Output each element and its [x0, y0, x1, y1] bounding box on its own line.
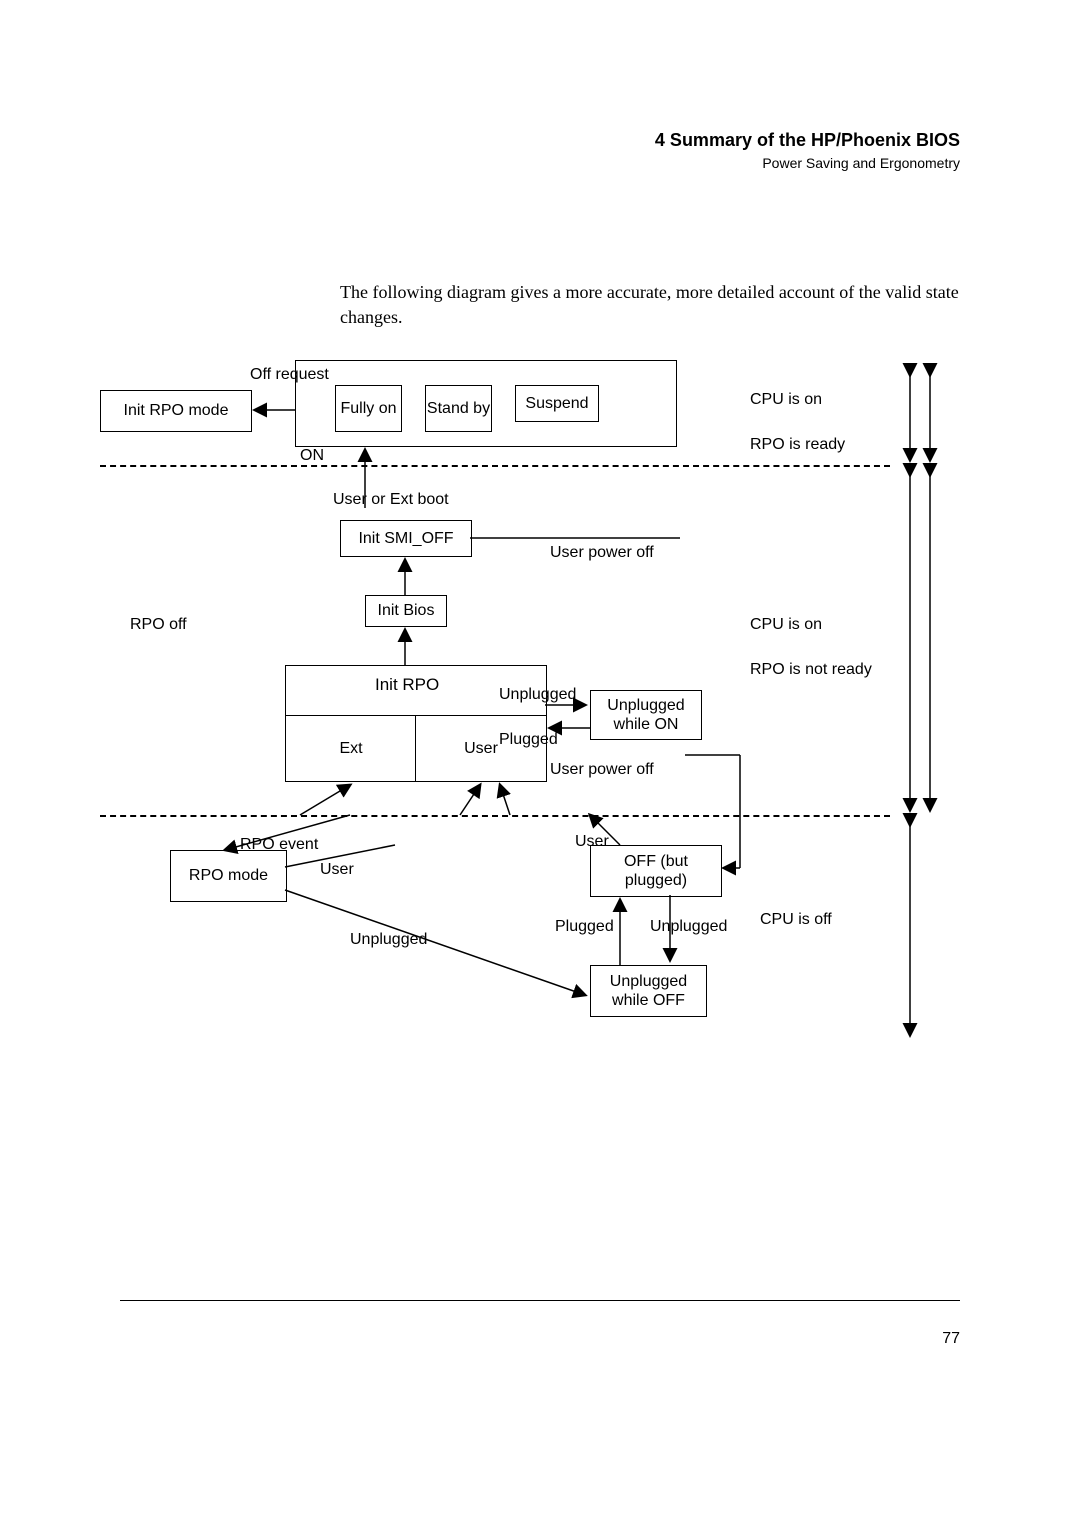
- chapter-subtitle: Power Saving and Ergonometry: [655, 155, 960, 171]
- cpu-on-label-1: CPU is on: [750, 390, 822, 409]
- dashed-divider-2: [100, 815, 890, 817]
- rpo-off-label: RPO off: [130, 615, 187, 634]
- on-label: ON: [300, 446, 324, 465]
- user-power-off-1-label: User power off: [550, 543, 654, 562]
- rpo-mode-box: RPO mode: [170, 850, 287, 902]
- plugged-label-2: Plugged: [555, 917, 614, 936]
- init-smi-off-box: Init SMI_OFF: [340, 520, 472, 557]
- rpo-ready-label: RPO is ready: [750, 435, 845, 454]
- state-diagram: Init RPO mode Fully on Stand by Suspend …: [100, 360, 970, 1160]
- ext-box: Ext: [285, 715, 417, 782]
- footer-rule: [120, 1300, 960, 1301]
- cpu-on-label-2: CPU is on: [750, 615, 822, 634]
- cpu-off-label: CPU is off: [760, 910, 832, 929]
- stand-by-box: Stand by: [425, 385, 492, 432]
- chapter-title: 4 Summary of the HP/Phoenix BIOS: [655, 130, 960, 151]
- unplugged-label-3: Unplugged: [650, 917, 727, 936]
- rpo-not-ready-label: RPO is not ready: [750, 660, 872, 679]
- dashed-divider-1: [100, 465, 890, 467]
- unplugged-label-1: Unplugged: [499, 685, 576, 704]
- suspend-box: Suspend: [515, 385, 599, 422]
- init-rpo-label: Init RPO: [375, 675, 439, 695]
- unplugged-label-2: Unplugged: [350, 930, 427, 949]
- init-bios-box: Init Bios: [365, 595, 447, 627]
- page-header: 4 Summary of the HP/Phoenix BIOS Power S…: [655, 130, 960, 171]
- fully-on-box: Fully on: [335, 385, 402, 432]
- init-rpo-mode-box: Init RPO mode: [100, 390, 252, 432]
- unplugged-off-box: Unplugged while OFF: [590, 965, 707, 1017]
- plugged-label-1: Plugged: [499, 730, 558, 749]
- off-plugged-box: OFF (but plugged): [590, 845, 722, 897]
- unplugged-on-box: Unplugged while ON: [590, 690, 702, 740]
- user-ext-boot-label: User or Ext boot: [333, 490, 449, 509]
- user-power-off-2-label: User power off: [550, 760, 654, 779]
- off-request-label: Off request: [250, 365, 329, 384]
- intro-paragraph: The following diagram gives a more accur…: [340, 280, 960, 330]
- page-number: 77: [942, 1330, 960, 1348]
- user-label-1: User: [320, 860, 354, 879]
